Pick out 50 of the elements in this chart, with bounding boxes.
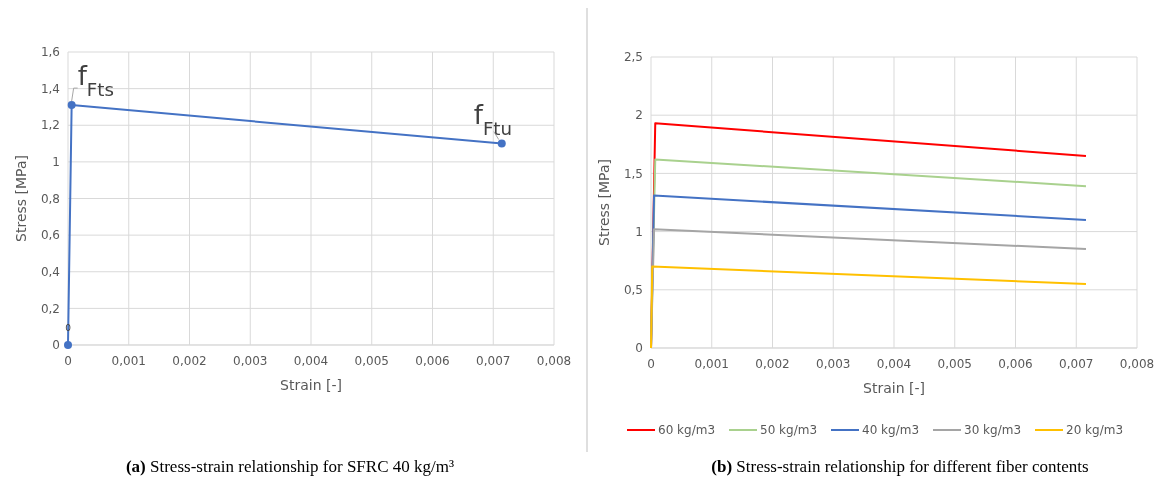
annotation: f$_{Fts}$: [77, 61, 114, 100]
y-tick-label: 1: [52, 155, 60, 170]
text: (a) Stress-strain relationship for SFRC 40 kg/m³: [125, 457, 455, 476]
x-tick-label: 0,001: [694, 357, 729, 371]
x-tick-label: 0,003: [233, 354, 268, 368]
y-tick-label: 0,4: [40, 264, 60, 279]
legend-label: 60 kg/m3: [658, 423, 716, 438]
x-tick-label: 0,007: [476, 354, 511, 368]
x-tick-label: 0: [647, 357, 655, 371]
x-tick-label: 0,004: [293, 354, 329, 368]
x-tick-label: 0,003: [816, 357, 851, 371]
y-tick-label: 1,5: [623, 166, 643, 181]
x-tick-label: 0,004: [876, 357, 912, 371]
legend-label: 50 kg/m3: [760, 423, 818, 438]
annotation: 0: [65, 323, 72, 333]
x-tick-label: 0,008: [1119, 357, 1155, 371]
y-tick-label: 0,5: [623, 283, 643, 297]
y-tick-label: 1: [635, 224, 643, 239]
y-tick-label: 1,6: [40, 45, 60, 60]
x-tick-label: 0,002: [172, 354, 207, 368]
x-tick-label: 0,005: [354, 354, 389, 368]
y-tick-label: 1,4: [40, 81, 60, 96]
x-tick-label: 0,007: [1059, 357, 1094, 371]
y-tick-label: 1,2: [40, 118, 60, 133]
point: [67, 101, 76, 110]
point: [64, 341, 72, 349]
y-axis-title: Stress [MPa]: [596, 159, 612, 246]
y-tick-label: 0: [52, 338, 60, 353]
x-axis-title: Strain [-]: [863, 380, 925, 396]
x-axis-title: Strain [-]: [280, 377, 342, 393]
y-axis-title: Stress [MPa]: [13, 155, 29, 242]
legend-label: 30 kg/m3: [964, 423, 1022, 438]
text: (b) Stress-strain relationship for different fiber contents: [711, 457, 1089, 476]
x-tick-label: 0: [64, 354, 72, 368]
legend-label: 40 kg/m3: [862, 423, 920, 438]
y-tick-label: 0: [635, 341, 643, 356]
point: [497, 139, 506, 148]
y-tick-label: 2: [635, 108, 643, 123]
y-tick-label: 0,2: [40, 301, 60, 316]
x-tick-label: 0,002: [755, 357, 790, 371]
x-tick-label: 0,001: [111, 354, 146, 368]
x-tick-label: 0,008: [536, 354, 572, 368]
x-tick-label: 0,006: [415, 354, 450, 368]
y-tick-label: 0,8: [40, 191, 60, 206]
x-tick-label: 0,006: [998, 357, 1033, 371]
annotation: f$_{Ftu}$: [473, 99, 513, 139]
x-tick-label: 0,005: [937, 357, 972, 371]
legend-label: 20 kg/m3: [1066, 423, 1124, 438]
y-tick-label: 2,5: [623, 50, 643, 65]
y-tick-label: 0,6: [40, 228, 60, 243]
